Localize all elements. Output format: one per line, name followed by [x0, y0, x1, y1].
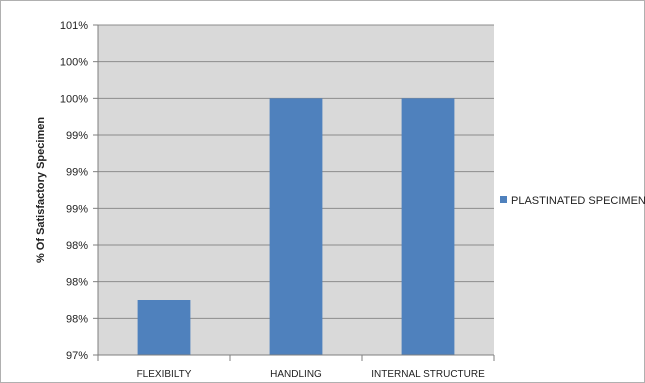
x-tick-labels: FLEXIBILTY HANDLING INTERNAL STRUCTURE [137, 369, 486, 380]
y-tick-label: 101% [60, 20, 88, 32]
bars [137, 98, 455, 355]
y-tick-label: 99% [66, 167, 88, 179]
y-tick-label: 99% [66, 203, 88, 215]
x-tick-label: FLEXIBILTY [137, 369, 192, 380]
axes [93, 24, 495, 361]
y-tick-label: 100% [60, 57, 88, 69]
y-tick-label: 97% [66, 350, 88, 362]
x-tick-label: HANDLING [270, 369, 322, 380]
y-tick-label: 98% [66, 277, 88, 289]
bar [401, 98, 455, 355]
legend: PLASTINATED SPECIMEN [500, 195, 645, 207]
y-tick-labels: 97% 98% 98% 98% 99% 99% 99% 100% 100% 101% [60, 20, 88, 362]
y-tick-label: 99% [66, 130, 88, 142]
y-tick-label: 100% [60, 93, 88, 105]
bar [137, 300, 191, 355]
legend-swatch [500, 196, 507, 203]
y-axis-title: % Of Satisfactory Specimen [35, 117, 47, 263]
bar [269, 98, 323, 355]
x-tick-label: INTERNAL STRUCTURE [371, 369, 485, 380]
y-tick-label: 98% [66, 313, 88, 325]
legend-label: PLASTINATED SPECIMEN [511, 195, 645, 207]
y-tick-label: 98% [66, 240, 88, 252]
